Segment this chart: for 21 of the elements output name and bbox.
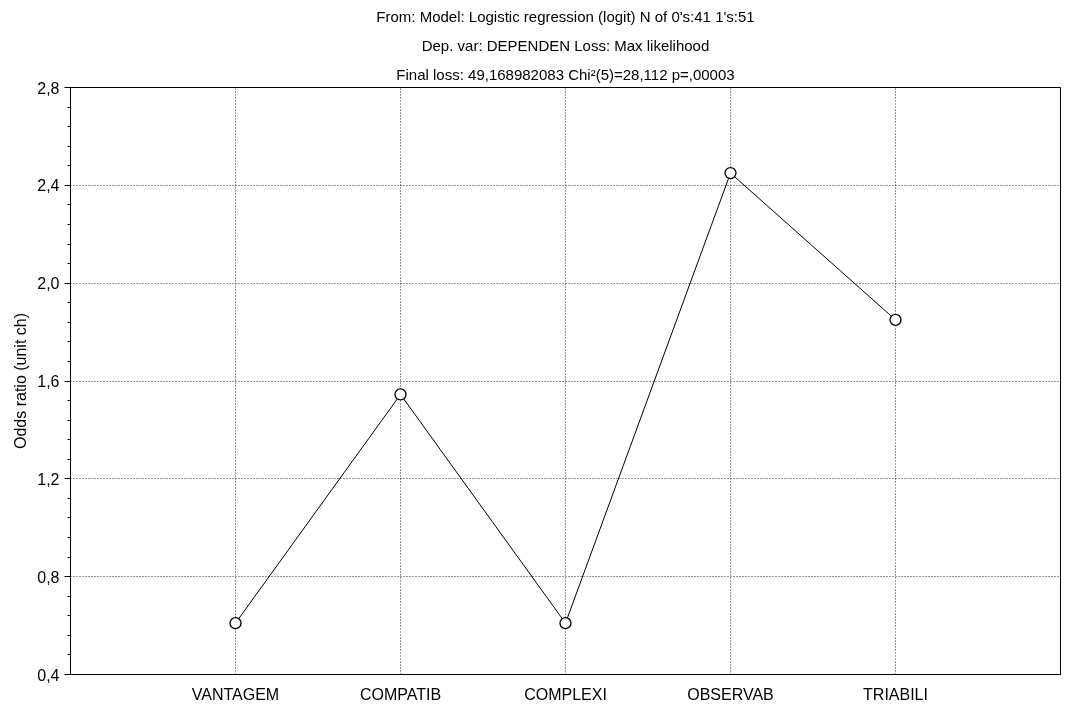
x-tick-label: COMPATIB [359, 685, 442, 703]
x-tick-label: OBSERVAB [687, 685, 774, 703]
x-tick-label: VANTAGEM [191, 685, 280, 703]
y-tick-label: 2,0 [37, 275, 60, 293]
text: Final loss: 49,168982083 Chi²(5)=28,112 p=,00003 [396, 65, 735, 83]
y-tick-label: 0,4 [37, 666, 60, 684]
y-tick-label: 1,2 [37, 470, 60, 488]
point [724, 166, 737, 180]
point [559, 617, 572, 630]
point [229, 617, 242, 630]
point [394, 388, 407, 401]
chart-subtitle: Dep. var: DEPENDEN Loss: Max likelihood [421, 36, 710, 54]
chart-title: From: Model: Logistic regression (logit) N of 0's:41 1's:51 [376, 7, 755, 25]
y-tick-label: 0,8 [37, 568, 60, 586]
y-tick-label: 1,6 [37, 373, 60, 390]
x-tick-label: COMPLEXI [524, 685, 607, 703]
y-tick-label: 2,8 [37, 79, 60, 97]
y-tick-label: 2,4 [37, 177, 60, 195]
x-tick-label: TRIABILI [863, 685, 928, 703]
point [889, 313, 902, 326]
y-axis-title: Odds ratio (unit ch) [12, 312, 30, 450]
